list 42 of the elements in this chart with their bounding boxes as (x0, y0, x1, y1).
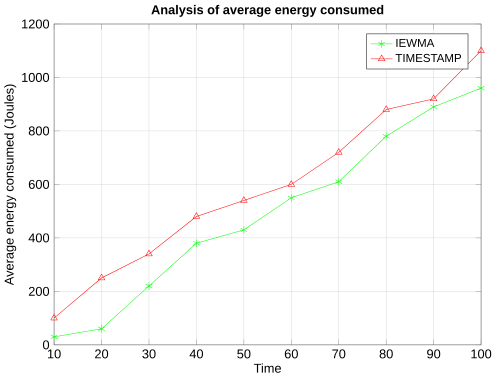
point (430, 102, 438, 111)
x-tick-label: 20 (95, 349, 108, 358)
point (192, 212, 200, 218)
point (288, 193, 295, 202)
point (240, 196, 248, 202)
point (478, 84, 485, 92)
point (430, 94, 438, 101)
x-tick-label: 70 (332, 349, 346, 358)
point (382, 105, 390, 112)
point (335, 177, 342, 186)
point (192, 238, 200, 248)
x-tick-label: 10 (48, 349, 61, 358)
x-tick-label: 90 (427, 349, 440, 358)
x-tick-label: 60 (284, 349, 298, 358)
point (145, 250, 153, 256)
point (288, 180, 295, 186)
legend-label: IEWMA (396, 38, 434, 47)
x-tick-label: 80 (380, 349, 393, 358)
y-tick-label: 400 (28, 233, 50, 242)
y-tick-label: 200 (28, 286, 50, 296)
point (240, 226, 248, 234)
point (335, 148, 342, 154)
x-tick-label: 50 (237, 349, 250, 358)
point (98, 324, 106, 333)
point (50, 314, 58, 320)
x-axis-title: Time (254, 363, 281, 373)
x-tick-label: 100 (471, 349, 492, 358)
y-tick-label: 0 (42, 340, 50, 350)
y-tick-label: 600 (28, 180, 50, 189)
y-axis-title: Average energy consumed (Joules) (4, 84, 16, 285)
legend-label: TIMESTAMP (396, 54, 462, 62)
point (50, 332, 58, 341)
y-tick-label: 1000 (22, 72, 50, 82)
x-tick-label: 40 (190, 349, 204, 358)
point (145, 282, 153, 290)
point (98, 274, 106, 280)
point (382, 132, 390, 140)
x-tick-label: 30 (142, 349, 156, 358)
y-tick-label: 800 (28, 126, 50, 136)
point (478, 46, 485, 53)
y-tick-label: 1200 (22, 19, 50, 28)
chart-title: Analysis of average energy consumed (151, 4, 384, 17)
